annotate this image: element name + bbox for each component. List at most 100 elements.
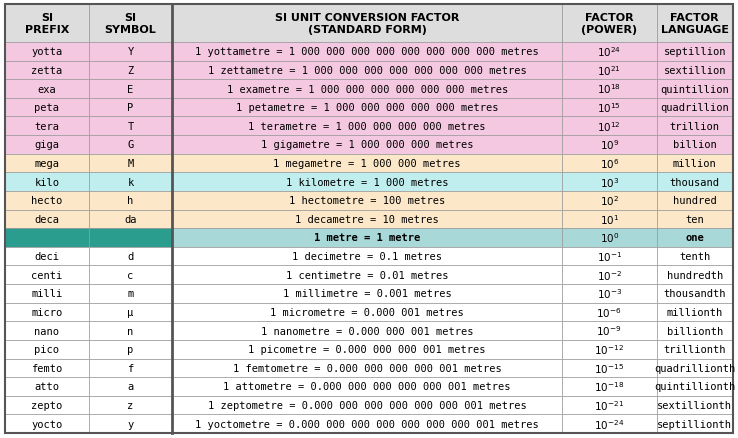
Bar <box>5 117 89 136</box>
Bar <box>657 173 733 191</box>
Text: $10^{21}$: $10^{21}$ <box>597 64 621 78</box>
Bar <box>173 414 562 433</box>
Bar <box>657 80 733 99</box>
Bar <box>5 303 89 321</box>
Bar <box>562 210 657 229</box>
Bar <box>562 191 657 210</box>
Text: nano: nano <box>35 326 59 336</box>
Bar <box>5 247 89 266</box>
Text: deci: deci <box>35 251 59 261</box>
Bar <box>657 5 733 43</box>
Bar <box>562 284 657 303</box>
Text: trillionth: trillionth <box>663 344 726 354</box>
Bar <box>89 377 173 396</box>
Bar <box>562 43 657 61</box>
Bar <box>562 154 657 173</box>
Bar <box>5 61 89 80</box>
Text: m: m <box>128 289 134 299</box>
Text: G: G <box>128 140 134 150</box>
Text: one: one <box>686 233 704 243</box>
Text: million: million <box>673 159 717 169</box>
Text: $10^{-6}$: $10^{-6}$ <box>596 305 622 319</box>
Bar <box>657 414 733 433</box>
Bar <box>89 5 173 43</box>
Bar <box>173 191 562 210</box>
Bar <box>5 210 89 229</box>
Text: SI UNIT CONVERSION FACTOR
(STANDARD FORM): SI UNIT CONVERSION FACTOR (STANDARD FORM… <box>275 13 459 35</box>
Text: Z: Z <box>128 66 134 76</box>
Bar <box>657 43 733 61</box>
Bar <box>89 173 173 191</box>
Bar <box>657 247 733 266</box>
Bar <box>89 247 173 266</box>
Text: 1 kilometre = 1 000 metres: 1 kilometre = 1 000 metres <box>286 177 449 187</box>
Bar <box>89 136 173 154</box>
Bar <box>657 266 733 284</box>
Text: centi: centi <box>31 270 63 280</box>
Bar <box>5 191 89 210</box>
Text: hundredth: hundredth <box>666 270 723 280</box>
Bar <box>173 377 562 396</box>
Bar <box>657 117 733 136</box>
Bar <box>562 414 657 433</box>
Bar <box>173 247 562 266</box>
Text: 1 metre = 1 metre: 1 metre = 1 metre <box>314 233 421 243</box>
Bar <box>562 99 657 117</box>
Text: $10^{-15}$: $10^{-15}$ <box>594 361 624 375</box>
Text: $10^{-24}$: $10^{-24}$ <box>594 417 624 431</box>
Bar <box>657 377 733 396</box>
Text: ten: ten <box>686 214 704 224</box>
Bar <box>562 377 657 396</box>
Text: 1 femtometre = 0.000 000 000 000 001 metres: 1 femtometre = 0.000 000 000 000 001 met… <box>232 363 502 373</box>
Text: yocto: yocto <box>31 419 63 429</box>
Text: peta: peta <box>35 103 59 113</box>
Text: SI
PREFIX: SI PREFIX <box>24 13 69 35</box>
Bar <box>173 266 562 284</box>
Bar <box>89 191 173 210</box>
Text: quintillion: quintillion <box>661 85 729 94</box>
Text: tenth: tenth <box>679 251 711 261</box>
Text: deca: deca <box>35 214 59 224</box>
Bar <box>5 80 89 99</box>
Text: hecto: hecto <box>31 196 63 206</box>
Text: μ: μ <box>128 307 134 317</box>
Bar <box>562 247 657 266</box>
Text: E: E <box>128 85 134 94</box>
Text: 1 decametre = 10 metres: 1 decametre = 10 metres <box>295 214 439 224</box>
Bar <box>89 61 173 80</box>
Text: n: n <box>128 326 134 336</box>
Bar <box>89 396 173 414</box>
Text: kilo: kilo <box>35 177 59 187</box>
Bar <box>657 61 733 80</box>
Text: millionth: millionth <box>666 307 723 317</box>
Text: quadrillionth: quadrillionth <box>654 363 735 373</box>
Bar <box>657 210 733 229</box>
Bar <box>562 303 657 321</box>
Text: billion: billion <box>673 140 717 150</box>
Bar <box>657 136 733 154</box>
Bar <box>173 80 562 99</box>
Bar <box>5 229 89 247</box>
Text: $10^{15}$: $10^{15}$ <box>597 101 621 115</box>
Text: $10^{6}$: $10^{6}$ <box>599 157 619 170</box>
Text: Y: Y <box>128 47 134 57</box>
Bar <box>173 396 562 414</box>
Text: $10^{0}$: $10^{0}$ <box>599 231 619 245</box>
Bar <box>657 340 733 359</box>
Bar <box>89 43 173 61</box>
Text: d: d <box>128 251 134 261</box>
Bar <box>5 99 89 117</box>
Text: y: y <box>128 419 134 429</box>
Bar <box>89 154 173 173</box>
Text: $10^{18}$: $10^{18}$ <box>597 82 621 96</box>
Text: k: k <box>128 177 134 187</box>
Text: 1 megametre = 1 000 000 metres: 1 megametre = 1 000 000 metres <box>274 159 461 169</box>
Text: FACTOR
(POWER): FACTOR (POWER) <box>582 13 638 35</box>
Bar <box>562 61 657 80</box>
Bar <box>5 266 89 284</box>
Text: 1 gigametre = 1 000 000 000 metres: 1 gigametre = 1 000 000 000 metres <box>261 140 474 150</box>
Text: $10^{1}$: $10^{1}$ <box>599 212 619 226</box>
Text: hundred: hundred <box>673 196 717 206</box>
Bar <box>657 321 733 340</box>
Bar <box>5 396 89 414</box>
